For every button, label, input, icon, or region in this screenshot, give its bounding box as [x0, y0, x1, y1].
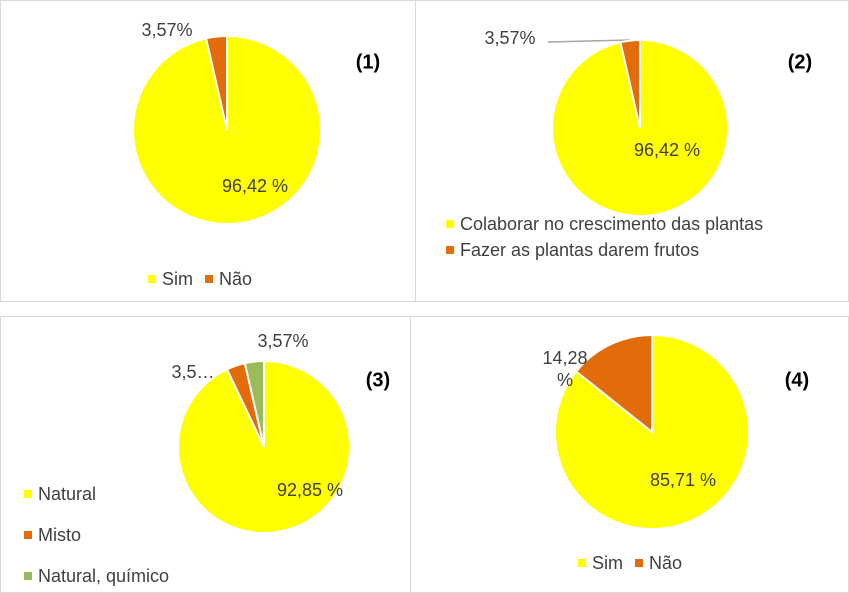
data-label: 85,71 %	[649, 470, 717, 490]
legend-swatch	[446, 220, 454, 228]
data-label: 96,42 %	[633, 140, 701, 160]
legend-label: Natural, químico	[38, 566, 170, 586]
legend-item: Misto	[24, 524, 264, 546]
pie-slice	[619, 38, 641, 129]
legend-swatch	[24, 572, 32, 580]
legend-item: Não	[205, 268, 252, 290]
leader-line	[547, 39, 631, 43]
pie-slice	[554, 333, 750, 530]
legend-item: Colaborar no crescimento das plantas	[446, 213, 806, 235]
pie-slice	[243, 359, 265, 448]
legend-swatch	[446, 246, 454, 254]
legend-label: Sim	[162, 269, 193, 289]
legend-item: Natural	[24, 483, 264, 505]
legend-item: Fazer as plantas darem frutos	[446, 239, 806, 261]
legend-label: Não	[649, 553, 683, 573]
legend-label: Colaborar no crescimento das plantas	[460, 214, 764, 234]
chart-title: (2)	[787, 51, 813, 74]
legend-label: Misto	[38, 525, 82, 545]
legend-swatch	[205, 275, 213, 283]
legend-item: Não	[635, 552, 682, 574]
data-label: 92,85 %	[276, 480, 344, 500]
data-label: 3,5…	[171, 362, 215, 382]
chart-title: (1)	[355, 51, 381, 74]
legend: Natural Misto Natural, químico	[24, 483, 264, 587]
legend-label: Não	[219, 269, 253, 289]
data-label: 14,28 %	[542, 348, 588, 390]
legend: Sim Não	[578, 552, 778, 574]
legend-item: Natural, químico	[24, 565, 264, 587]
legend-label: Natural	[38, 484, 97, 504]
legend: Sim Não	[148, 268, 348, 290]
data-label: 3,57%	[141, 20, 193, 40]
pie-slice	[204, 34, 228, 131]
data-label: 3,57%	[257, 331, 309, 351]
data-label: 3,57%	[484, 28, 536, 48]
legend-swatch	[578, 559, 586, 567]
legend-label: Sim	[592, 553, 623, 573]
legend-swatch	[635, 559, 643, 567]
legend-swatch	[148, 275, 156, 283]
legend-item: Sim	[148, 268, 193, 290]
legend-item: Sim	[578, 552, 623, 574]
legend: Colaborar no crescimento das plantas Faze…	[446, 213, 806, 261]
legend-label: Fazer as plantas darem frutos	[460, 240, 700, 260]
data-label: 96,42 %	[221, 176, 289, 196]
legend-swatch	[24, 531, 32, 539]
legend-swatch	[24, 490, 32, 498]
chart-title: (3)	[365, 369, 391, 392]
chart-title: (4)	[784, 369, 810, 392]
pie-slice	[574, 333, 653, 435]
